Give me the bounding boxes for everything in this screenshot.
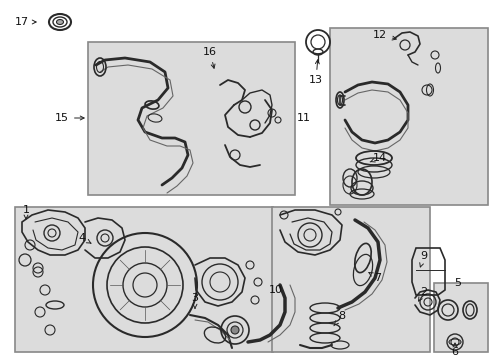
Text: 16: 16 (203, 47, 217, 68)
Text: 1: 1 (23, 205, 29, 219)
Text: 2: 2 (418, 287, 428, 301)
Text: 12: 12 (373, 30, 396, 40)
Bar (330, 28, 488, 205)
Bar (272, 207, 430, 352)
Text: 6: 6 (451, 343, 459, 357)
Text: 11: 11 (297, 113, 311, 123)
Bar (88, 42, 295, 195)
Text: 5: 5 (455, 278, 462, 288)
Text: 3: 3 (192, 293, 198, 309)
Bar (15, 207, 273, 352)
Ellipse shape (56, 19, 64, 24)
Bar (434, 283, 488, 352)
Text: 14: 14 (370, 153, 387, 163)
Text: 7: 7 (369, 273, 382, 283)
Text: 10: 10 (269, 285, 283, 295)
Text: 9: 9 (420, 251, 428, 267)
Text: 8: 8 (334, 311, 345, 326)
Text: 15: 15 (55, 113, 84, 123)
Circle shape (231, 326, 239, 334)
Text: 17: 17 (15, 17, 36, 27)
Text: 4: 4 (78, 233, 91, 243)
Text: 13: 13 (309, 60, 323, 85)
